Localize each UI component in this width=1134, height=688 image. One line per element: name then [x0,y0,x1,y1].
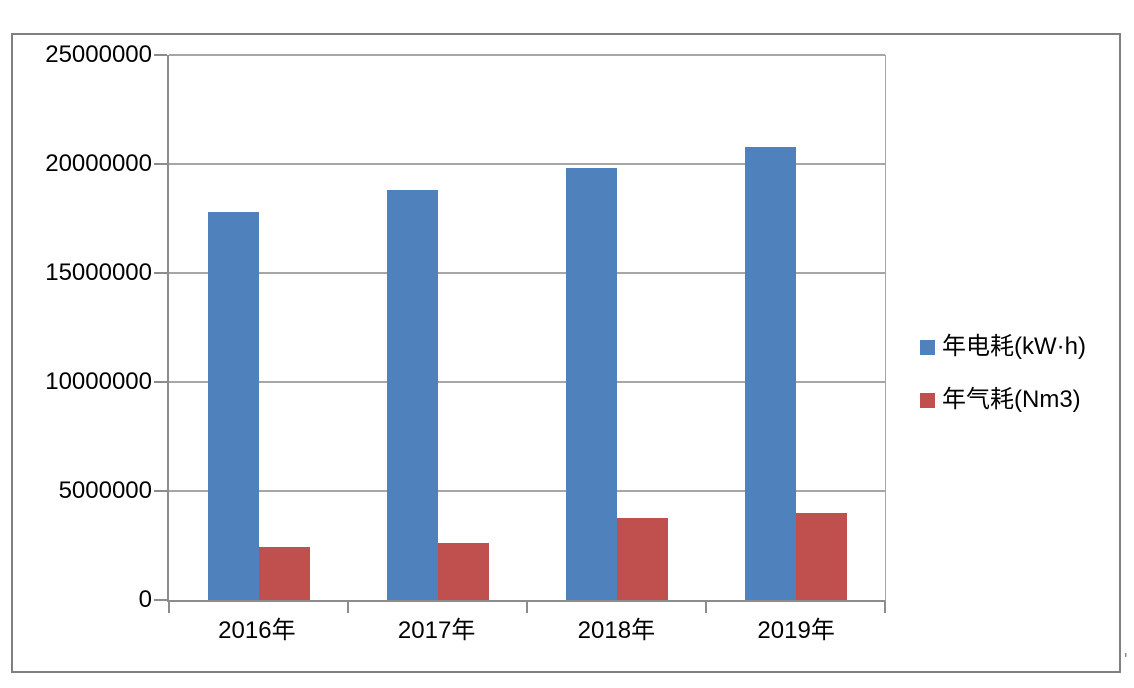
x-tick-label: 2016年 [218,617,296,644]
legend-label: 年电耗(kW·h) [942,333,1086,360]
legend-label: 年气耗(Nm3) [942,386,1081,414]
bar-series1-2019年 [744,146,796,600]
legend-swatch-icon [920,393,935,409]
x-axis-tick [526,602,528,613]
y-tick-label: 5000000 [58,477,152,504]
y-axis-tick [154,490,167,492]
x-axis-tick [705,602,707,613]
bars [169,55,885,600]
stray-mark: ' [1124,650,1128,670]
bar-group-2018年 [527,55,706,600]
bar-series1-2018年 [565,168,617,600]
y-axis-tick [154,163,167,165]
legend-swatch-icon [920,339,935,355]
gridline [169,272,885,274]
gridline [169,163,885,165]
bar-series1-2016年 [207,211,259,600]
gridline [169,54,885,56]
x-tick-label: 2018年 [577,617,656,644]
x-tick-label: 2019年 [757,617,835,644]
plot-area: 25000000 20000000 15000000 10000000 5000000 0 [45,43,886,613]
bar-group-2017年 [348,55,527,600]
x-axis-tick [347,602,349,613]
x-axis-tick [168,602,170,613]
y-tick-label: 10000000 [45,368,152,395]
y-tick-label: 0 [138,586,152,613]
gridline [169,490,885,492]
y-tick-label: 15000000 [45,259,152,286]
bar-group-2016年 [169,55,348,600]
y-axis-tick [154,54,167,56]
bar-series1-2017年 [386,190,438,600]
bar-series2-2017年 [437,543,489,600]
y-axis-tick [154,599,167,601]
bar-series2-2019年 [795,512,847,600]
x-axis-tick [884,602,886,613]
y-tick-label: 25000000 [45,41,152,68]
y-axis-tick [154,381,167,383]
y-axis-tick [154,272,167,274]
gridline [169,381,885,383]
legend-item: 年电耗(kW·h) [920,333,1086,360]
y-tick-label: 20000000 [45,150,152,177]
x-axis-labels: 2016年 2017年 2018年 2019年 [167,617,886,646]
x-tick-label: 2017年 [397,617,476,644]
bar-series2-2018年 [616,518,668,600]
bar-series2-2016年 [258,546,310,600]
bar-group-2019年 [706,55,885,600]
legend-item: 年气耗(Nm3) [920,386,1086,414]
legend: 年电耗(kW·h) 年气耗(Nm3) [920,333,1086,414]
